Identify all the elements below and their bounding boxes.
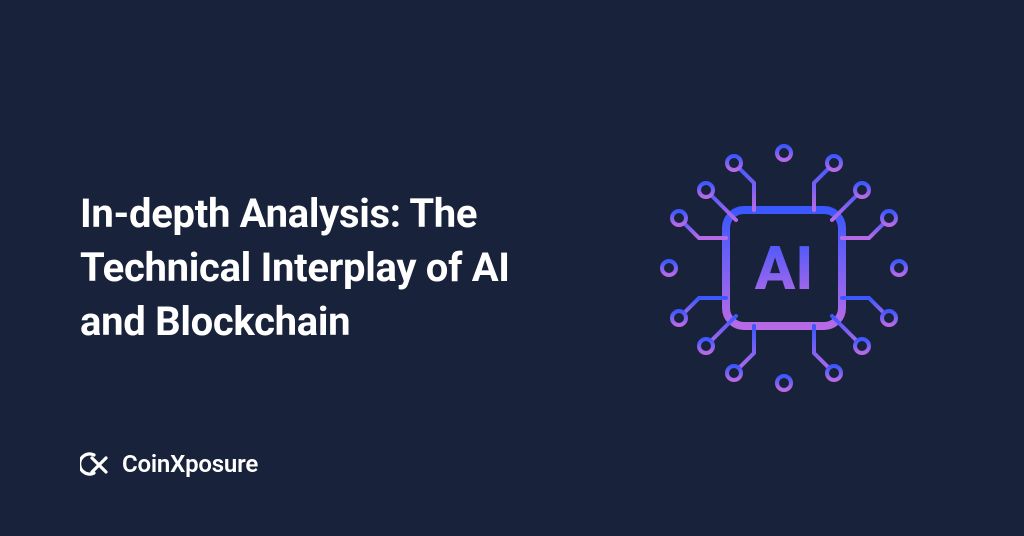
brand-logo-icon	[80, 448, 112, 480]
brand: CoinXposure	[80, 448, 258, 480]
brand-name: CoinXposure	[122, 450, 258, 478]
chip-icon: AI	[634, 118, 934, 418]
ai-chip-graphic: AI	[634, 118, 934, 418]
chip-label: AI	[755, 233, 813, 304]
graphic-column: AI	[624, 118, 944, 418]
text-column: In-depth Analysis: The Technical Interpl…	[80, 187, 624, 349]
headline: In-depth Analysis: The Technical Interpl…	[80, 187, 584, 349]
